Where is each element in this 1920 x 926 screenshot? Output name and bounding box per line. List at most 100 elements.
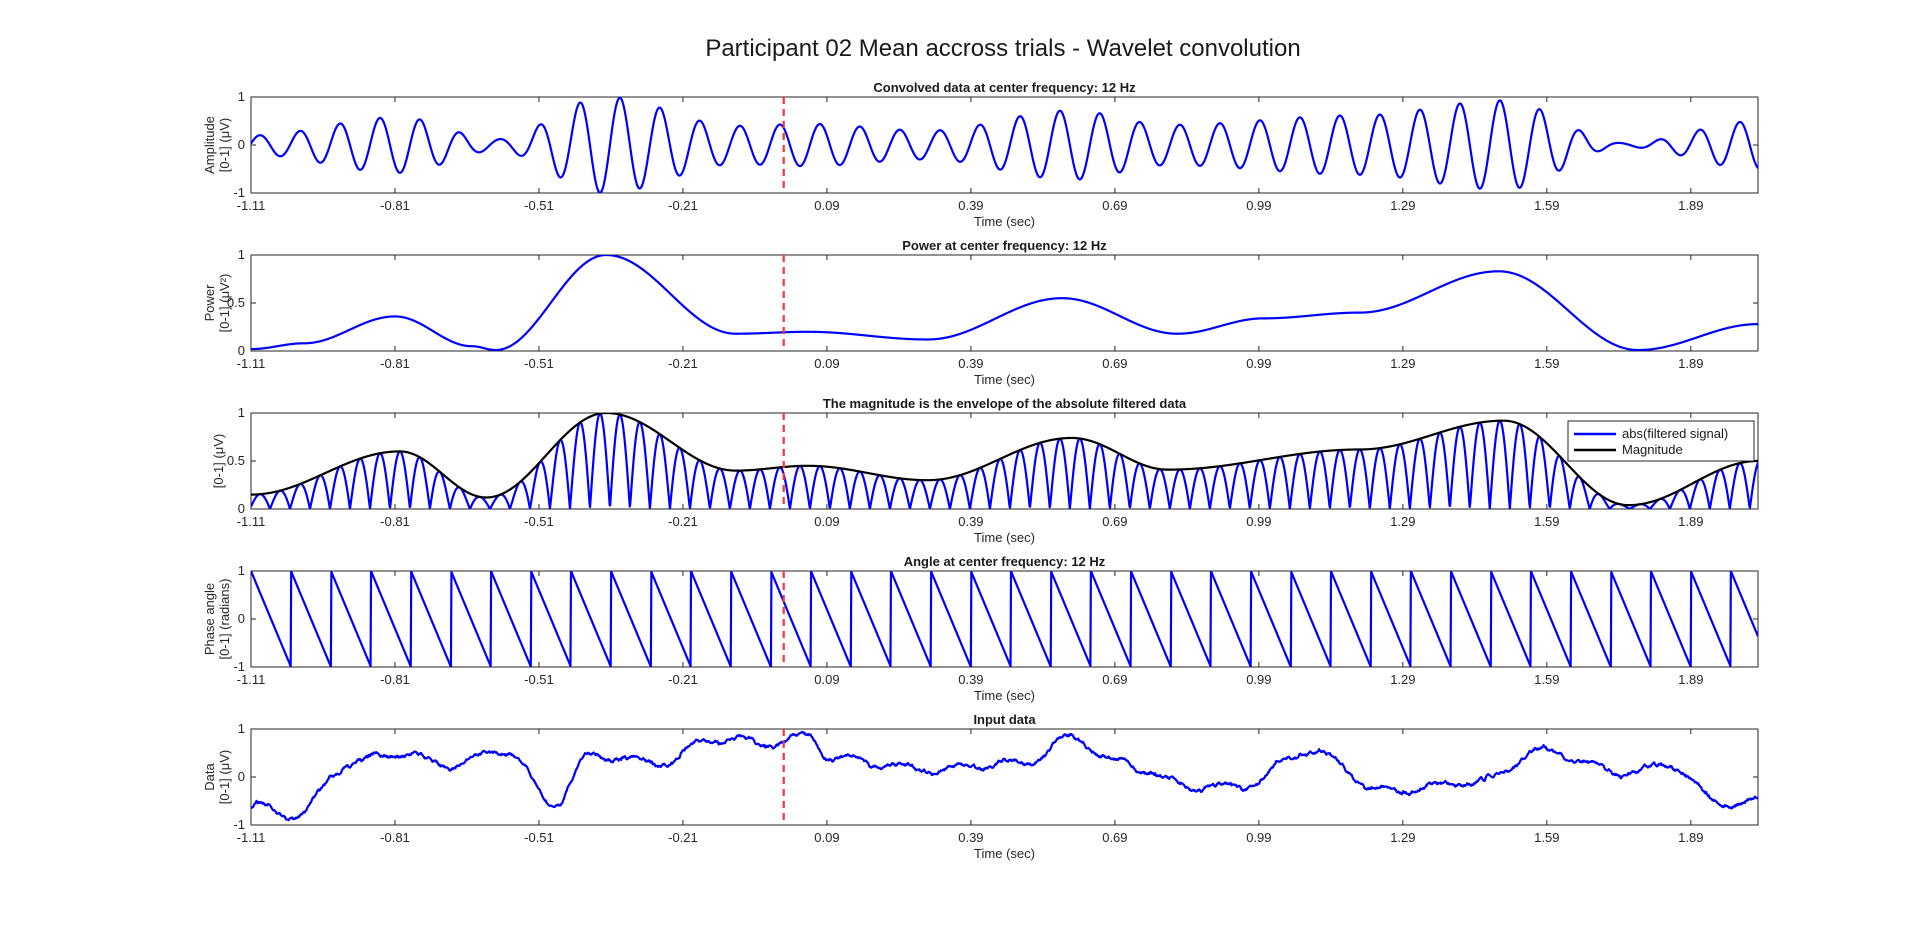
y-axis-label: Data[0-1] (μV): [202, 750, 232, 804]
x-tick-label: 0.69: [1102, 198, 1127, 213]
x-tick-label: -0.51: [524, 198, 554, 213]
x-tick-label: 1.89: [1678, 514, 1703, 529]
x-tick-label: 0.69: [1102, 672, 1127, 687]
x-tick-label: 0.09: [814, 198, 839, 213]
legend: abs(filtered signal)Magnitude: [1567, 420, 1755, 462]
x-tick-label: 0.09: [814, 514, 839, 529]
series-line-1: [251, 571, 1758, 667]
x-tick-label: -1.11: [237, 514, 266, 529]
x-tick-label: 0.39: [958, 672, 983, 687]
x-tick-label: -0.81: [380, 356, 410, 371]
x-tick-label: 0.99: [1246, 198, 1271, 213]
y-axis-label-line: Power: [202, 284, 217, 322]
panel-3: The magnitude is the envelope of the abs…: [211, 396, 1759, 545]
y-tick-label: 0: [238, 501, 245, 516]
x-tick-label: 0.99: [1246, 514, 1271, 529]
x-tick-label: 1.59: [1534, 198, 1559, 213]
y-tick-label: 0.5: [227, 295, 245, 310]
x-axis-label: Time (sec): [974, 688, 1035, 703]
x-tick-label: -0.51: [524, 514, 554, 529]
x-tick-label: 1.89: [1678, 830, 1703, 845]
x-tick-label: 1.59: [1534, 514, 1559, 529]
x-tick-label: -0.81: [380, 198, 410, 213]
y-axis-label-line: [0-1] (μV²): [217, 274, 232, 333]
x-tick-label: -0.21: [668, 672, 698, 687]
x-tick-label: 0.99: [1246, 672, 1271, 687]
x-tick-label: 0.09: [814, 356, 839, 371]
y-axis-label: Phase angle[0-1] (radians): [202, 579, 232, 660]
x-tick-label: -1.11: [237, 672, 266, 687]
x-tick-label: -0.21: [668, 830, 698, 845]
x-tick-label: 0.99: [1246, 356, 1271, 371]
y-tick-label: 0: [238, 611, 245, 626]
y-axis-label: [0-1] (μV): [211, 434, 226, 488]
x-tick-label: -0.51: [524, 830, 554, 845]
x-tick-label: 1.29: [1390, 198, 1415, 213]
x-tick-label: 1.59: [1534, 672, 1559, 687]
panel-2: Power at center frequency: 12 Hz -1.11 -0.…: [202, 238, 1759, 387]
x-tick-label: -1.11: [237, 830, 266, 845]
plot-area: [251, 413, 1758, 509]
x-tick-label: 0.69: [1102, 356, 1127, 371]
x-tick-label: 1.29: [1390, 830, 1415, 845]
y-axis-label: Amplitude[0-1] (μV): [202, 116, 232, 174]
x-axis-label: Time (sec): [974, 530, 1035, 545]
x-tick-label: 1.29: [1390, 356, 1415, 371]
y-tick-label: -1: [233, 817, 245, 832]
legend-box: [1567, 420, 1755, 462]
x-tick-label: 0.09: [814, 672, 839, 687]
y-axis-label-line: [0-1] (μV): [211, 434, 226, 488]
y-tick-label: 1: [238, 405, 245, 420]
x-tick-label: -0.21: [668, 356, 698, 371]
figure-title: Participant 02 Mean accross trials - Wav…: [705, 35, 1300, 62]
y-tick-label: 1: [238, 563, 245, 578]
panel-title: Input data: [973, 712, 1036, 727]
plot-area: [251, 255, 1758, 351]
x-tick-label: -0.51: [524, 672, 554, 687]
panel-title: Angle at center frequency: 12 Hz: [904, 554, 1106, 569]
x-tick-label: 1.29: [1390, 672, 1415, 687]
x-tick-label: -0.21: [668, 514, 698, 529]
x-tick-label: 1.89: [1678, 356, 1703, 371]
x-tick-label: -0.81: [380, 514, 410, 529]
series-line-2: [251, 413, 1758, 507]
plot-area: [251, 97, 1758, 193]
x-axis-label: Time (sec): [974, 846, 1035, 861]
x-tick-label: -0.21: [668, 198, 698, 213]
y-tick-label: 1: [238, 247, 245, 262]
plot-area: [251, 730, 1758, 822]
panel-4: Angle at center frequency: 12 Hz -1.11 -0.…: [202, 554, 1759, 703]
x-tick-label: 0.99: [1246, 830, 1271, 845]
axes-box: [250, 728, 1759, 826]
panel-1: Convolved data at center frequency: 12 H…: [202, 80, 1759, 229]
legend-entry-label: Magnitude: [1622, 442, 1683, 457]
x-tick-label: -1.11: [237, 198, 266, 213]
x-tick-label: 0.69: [1102, 830, 1127, 845]
x-tick-label: 1.59: [1534, 356, 1559, 371]
y-tick-label: -1: [233, 185, 245, 200]
x-tick-label: 0.39: [958, 514, 983, 529]
y-tick-label: 0: [238, 343, 245, 358]
axes-box: [250, 96, 1759, 194]
y-tick-label: 0.5: [227, 453, 245, 468]
series-line-1: [251, 730, 1758, 822]
y-axis-label-line: Data: [202, 763, 217, 791]
x-tick-label: 0.39: [958, 356, 983, 371]
x-tick-label: 1.89: [1678, 672, 1703, 687]
x-axis-label: Time (sec): [974, 214, 1035, 229]
y-axis-label-line: Amplitude: [202, 116, 217, 174]
x-tick-label: 1.29: [1390, 514, 1415, 529]
y-tick-label: 1: [238, 721, 245, 736]
axes-box: [250, 254, 1759, 352]
series-line-1: [251, 97, 1758, 193]
y-tick-label: 0: [238, 137, 245, 152]
x-tick-label: -1.11: [237, 356, 266, 371]
x-tick-label: 0.69: [1102, 514, 1127, 529]
panel-title: Power at center frequency: 12 Hz: [902, 238, 1107, 253]
y-tick-label: -1: [233, 659, 245, 674]
y-tick-label: 1: [238, 89, 245, 104]
x-tick-label: -0.81: [380, 672, 410, 687]
panel-title: Convolved data at center frequency: 12 H…: [873, 80, 1136, 95]
y-tick-label: 0: [238, 769, 245, 784]
